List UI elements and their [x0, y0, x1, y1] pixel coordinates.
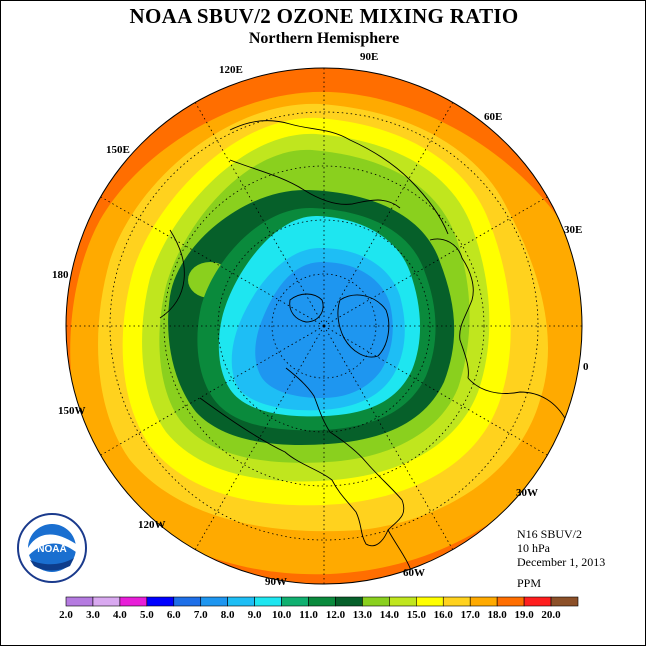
coast-kamchatka — [159, 229, 185, 319]
band-7-8 — [255, 262, 393, 398]
longitude-labels: 90E 60E 30E 0 30W 60W 90W 120W 150W 180 … — [52, 51, 589, 588]
lon-label-180: 180 — [52, 269, 69, 281]
colorbar-swatch — [416, 596, 444, 607]
colorbar-swatch — [496, 596, 525, 607]
coast-europe — [429, 238, 474, 379]
lon-label-120w: 120W — [138, 519, 166, 531]
lon-label-150e: 150E — [106, 144, 130, 156]
colorbar-swatch — [227, 596, 255, 607]
colorbar-tick-label: 16.0 — [434, 609, 454, 621]
coast-arctic-islands — [289, 293, 324, 323]
logo-disk — [28, 524, 76, 572]
colorbar-swatch — [65, 596, 94, 607]
colorbar-swatch — [119, 596, 148, 607]
coast-siberia — [229, 159, 401, 209]
lon-label-30e: 30E — [564, 224, 582, 236]
colorbar-swatch — [550, 596, 579, 607]
colorbar-tick-label: 12.0 — [326, 609, 346, 621]
ozone-field — [66, 68, 582, 584]
colorbar-swatch — [335, 596, 363, 607]
colorbar-tick-label: 10.0 — [272, 609, 292, 621]
coast-greenland — [337, 294, 390, 358]
coast-north-america — [199, 367, 405, 547]
colorbar-swatch — [254, 596, 282, 607]
colorbar-tick-label: 5.0 — [140, 609, 154, 621]
lon-label-30w: 30W — [516, 487, 538, 499]
lon-label-60w: 60W — [403, 567, 425, 579]
colorbar-tick-label: 19.0 — [514, 609, 534, 621]
lon-label-0: 0 — [583, 361, 589, 373]
colorbar-tick-label: 18.0 — [488, 609, 508, 621]
lon-label-60e: 60E — [484, 111, 502, 123]
colorbar-swatch — [389, 596, 417, 607]
colorbar-swatch — [523, 596, 552, 607]
lon-label-150w: 150W — [58, 405, 86, 417]
colorbar-tick-label: 15.0 — [407, 609, 427, 621]
colorbar-tick-label: 13.0 — [353, 609, 373, 621]
colorbar-tick-label: 4.0 — [113, 609, 127, 621]
colorbar-tick-label: 14.0 — [380, 609, 400, 621]
colorbar-tick-label: 11.0 — [299, 609, 318, 621]
colorbar-tick-label: 17.0 — [461, 609, 481, 621]
colorbar-tick-label: 8.0 — [221, 609, 235, 621]
noaa-logo: NOAA — [17, 513, 87, 583]
globe-boundary — [65, 67, 583, 585]
colorbar-tick-label: 20.0 — [541, 609, 561, 621]
coast-asia — [229, 120, 449, 235]
coast-india — [535, 115, 567, 171]
lon-label-90e: 90E — [360, 51, 378, 63]
map-subtitle: Northern Hemisphere — [248, 30, 400, 47]
colorbar-tick-label: 6.0 — [167, 609, 181, 621]
colorbar-tick-label: 9.0 — [248, 609, 262, 621]
colorbar-swatch — [173, 596, 202, 607]
colorbar-swatch — [308, 596, 336, 607]
logo-bird-icon — [28, 534, 76, 556]
colorbar-swatch — [281, 596, 309, 607]
parallels — [109, 111, 539, 541]
colorbar-tick-label: 3.0 — [86, 609, 100, 621]
colorbar: 2.0 3.0 4.0 5.0 6.0 7.0 8.0 9.0 10.0 11.0 12.0 13.0… — [59, 596, 579, 621]
colorbar-swatch — [92, 596, 121, 607]
logo-wave-icon — [30, 558, 74, 571]
colorbar-swatch — [362, 596, 390, 607]
colorbar-swatch — [442, 596, 471, 607]
date-label: December 1, 2013 — [517, 555, 606, 569]
instrument-label: N16 SBUV/2 — [517, 527, 583, 541]
lon-label-120e: 120E — [219, 64, 243, 76]
pressure-level-label: 10 hPa — [517, 541, 550, 555]
lon-label-90w: 90W — [265, 576, 287, 588]
unit-label: PPM — [517, 576, 542, 590]
colorbar-tick-label: 2.0 — [59, 609, 73, 621]
map-title: NOAA SBUV/2 OZONE MIXING RATIO — [129, 4, 519, 28]
colorbar-tick-label: 7.0 — [194, 609, 208, 621]
colorbar-swatch — [469, 596, 498, 607]
colorbar-swatch — [200, 596, 228, 607]
colorbar-swatch — [146, 596, 175, 607]
logo-text: NOAA — [37, 544, 66, 555]
